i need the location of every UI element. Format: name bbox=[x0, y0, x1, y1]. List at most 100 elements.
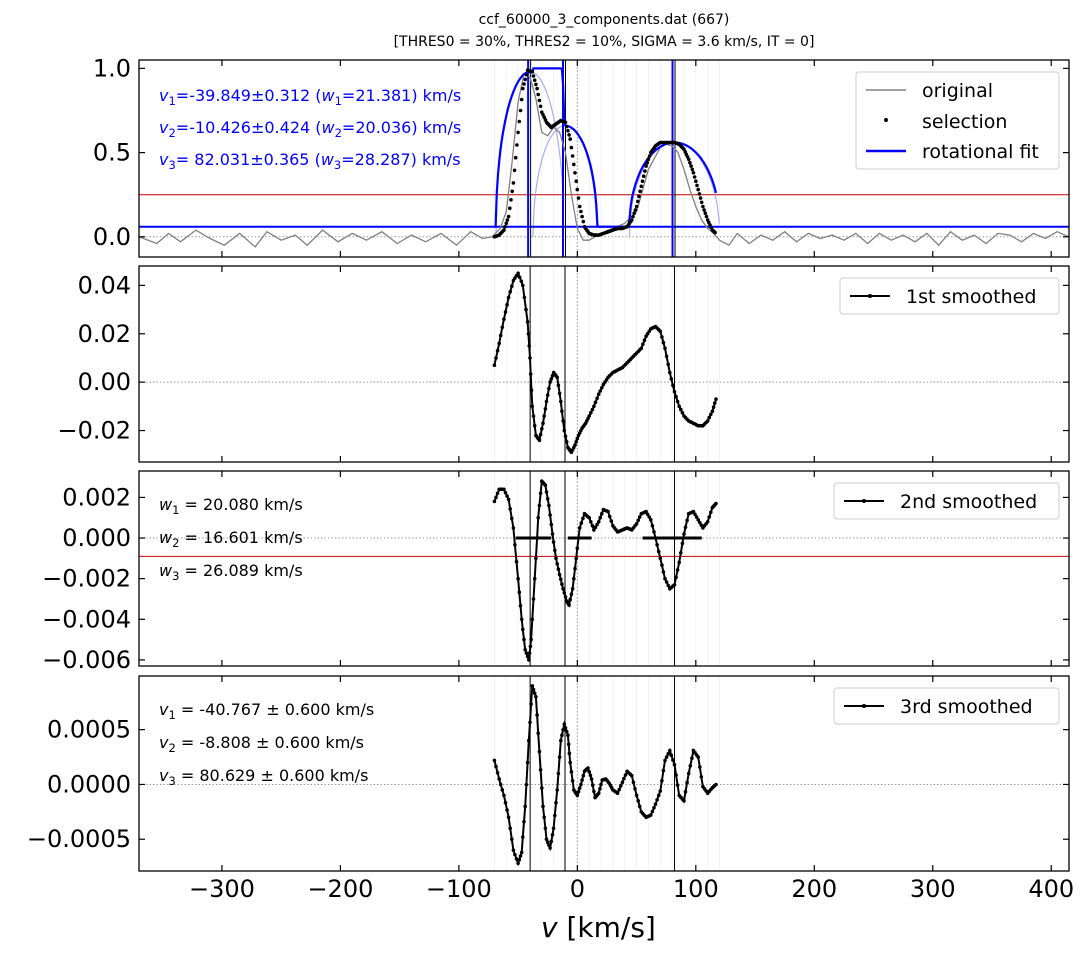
x-tick-label: −300 bbox=[189, 875, 255, 903]
series-point bbox=[543, 483, 548, 488]
series-point bbox=[630, 773, 634, 778]
series-point bbox=[671, 758, 675, 762]
selection-point bbox=[513, 155, 518, 160]
annotation-line: w3 = 26.089 km/s bbox=[159, 561, 303, 583]
legend-label: 1st smoothed bbox=[906, 286, 1036, 308]
selection-point bbox=[699, 200, 704, 205]
series-point bbox=[693, 512, 697, 517]
series-point bbox=[497, 341, 502, 346]
series-point bbox=[542, 414, 546, 418]
series-point bbox=[690, 756, 694, 760]
x-tick-label: 100 bbox=[673, 875, 719, 903]
legend-swatch-marker bbox=[862, 499, 866, 503]
series-point bbox=[562, 428, 567, 433]
series-point bbox=[589, 520, 593, 524]
series-point bbox=[666, 583, 670, 588]
chart-title: ccf_60000_3_components.dat (667) bbox=[478, 12, 730, 28]
selection-point bbox=[647, 154, 652, 158]
series-point bbox=[541, 804, 545, 809]
selection-point bbox=[692, 175, 697, 179]
x-tick-label: 300 bbox=[910, 875, 956, 903]
selection-point bbox=[704, 214, 709, 219]
x-tick-label: 400 bbox=[1028, 875, 1074, 903]
series-point bbox=[598, 787, 602, 791]
series-point bbox=[528, 720, 532, 725]
selection-point bbox=[640, 179, 645, 183]
series-point bbox=[521, 627, 525, 632]
series-point bbox=[705, 419, 710, 423]
y-tick-label: −0.02 bbox=[57, 417, 131, 445]
series-point bbox=[696, 518, 700, 522]
series-point bbox=[619, 784, 623, 788]
y-tick-label: 0.002 bbox=[62, 483, 131, 511]
series-point bbox=[596, 392, 601, 397]
selection-point bbox=[534, 82, 538, 87]
series-point bbox=[649, 518, 653, 522]
series-point bbox=[675, 568, 680, 572]
series-point bbox=[495, 771, 500, 775]
series-point bbox=[500, 788, 505, 792]
selection-point bbox=[563, 120, 568, 125]
series-point bbox=[636, 518, 640, 523]
series-point bbox=[564, 729, 569, 734]
series-point bbox=[598, 389, 602, 393]
y-tick-label: 0.04 bbox=[78, 271, 131, 299]
series-point bbox=[677, 560, 681, 565]
series-point bbox=[579, 521, 584, 525]
y-tick-label: −0.002 bbox=[42, 565, 131, 593]
y-tick-label: 0.0005 bbox=[47, 716, 131, 744]
series-point bbox=[675, 399, 680, 404]
series-point bbox=[557, 391, 562, 396]
selection-point bbox=[567, 133, 571, 137]
legend-label: 3rd smoothed bbox=[900, 696, 1033, 718]
series-point bbox=[529, 388, 534, 393]
series-point bbox=[590, 783, 595, 787]
series-point bbox=[595, 396, 599, 401]
series-point bbox=[510, 284, 514, 289]
series-point bbox=[669, 753, 674, 757]
series-point bbox=[494, 764, 498, 769]
series-point bbox=[652, 530, 656, 534]
annotation-line: v1=-39.849±0.312 (w1=21.381) km/s bbox=[159, 86, 461, 108]
series-point bbox=[548, 846, 552, 850]
series-point bbox=[649, 813, 653, 817]
series-point bbox=[569, 592, 574, 596]
series-point bbox=[494, 356, 498, 360]
series-point bbox=[663, 576, 667, 581]
series-point bbox=[607, 514, 612, 519]
selection-point bbox=[636, 199, 640, 204]
selection-point bbox=[573, 171, 577, 175]
series-point bbox=[668, 748, 672, 753]
series-point bbox=[672, 583, 677, 587]
annotation-line: w2 = 16.601 km/s bbox=[159, 528, 303, 550]
series-point bbox=[544, 490, 549, 494]
series-point bbox=[556, 567, 561, 571]
series-point bbox=[671, 383, 675, 388]
series-point bbox=[577, 786, 582, 790]
annotation-line: v3= 82.031±0.365 (w3=28.287) km/s bbox=[159, 150, 461, 172]
series-point bbox=[593, 400, 598, 405]
series-point bbox=[492, 363, 497, 368]
series-point bbox=[536, 731, 540, 736]
selection-point bbox=[510, 189, 514, 194]
y-tick-label: 1.0 bbox=[93, 54, 131, 82]
series-point bbox=[523, 648, 527, 652]
series-point bbox=[559, 399, 563, 404]
selection-point bbox=[576, 196, 581, 200]
series-point bbox=[519, 850, 524, 855]
series-point bbox=[575, 436, 580, 441]
series-point bbox=[677, 404, 681, 409]
series-line bbox=[493, 271, 717, 455]
series-point bbox=[495, 348, 500, 353]
series-point bbox=[540, 786, 544, 790]
series-point bbox=[562, 722, 567, 726]
panel-first-derivative: 1st smoothed −0.02 0.00 0.02 0.04 bbox=[57, 265, 1070, 463]
series-point bbox=[574, 556, 578, 561]
series-point bbox=[547, 843, 551, 847]
series-point bbox=[600, 511, 604, 516]
series-point bbox=[655, 543, 659, 547]
series-point bbox=[492, 758, 497, 763]
series-point bbox=[549, 839, 554, 844]
series-point bbox=[522, 819, 526, 824]
series-point bbox=[498, 333, 503, 338]
